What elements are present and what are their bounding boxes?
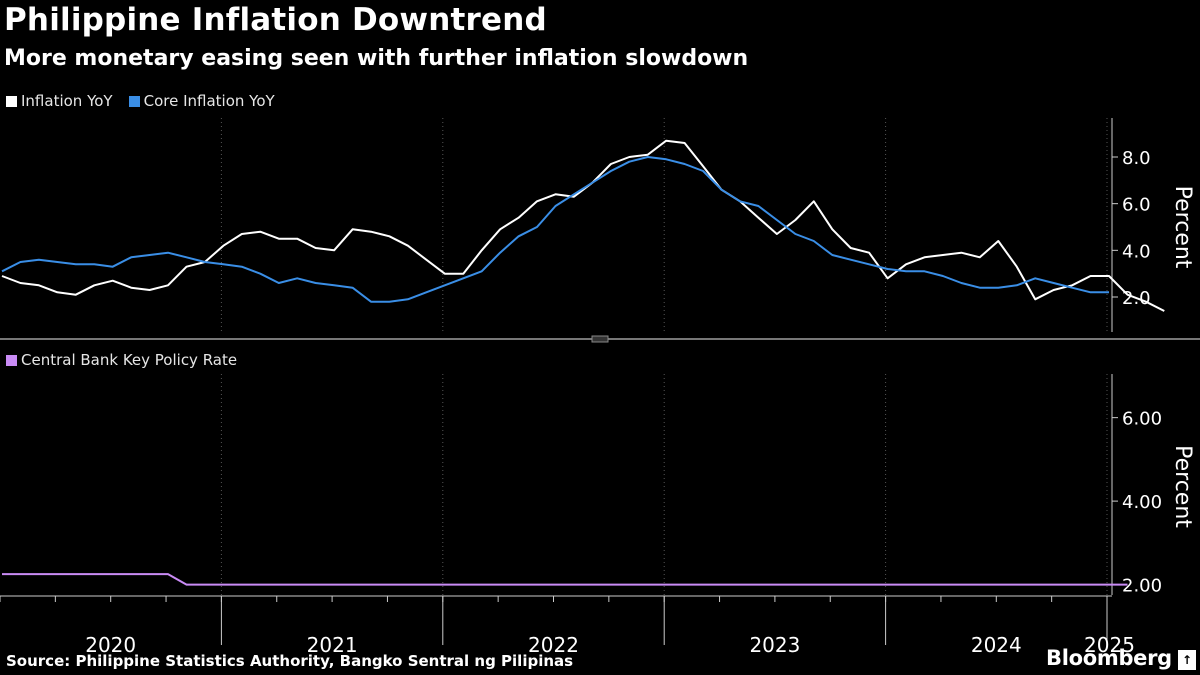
- bloomberg-logo: Bloomberg: [1046, 646, 1172, 670]
- y-axis-title-0: Percent: [1170, 186, 1195, 269]
- legend-swatch-core-inflation: [128, 95, 140, 107]
- y-tick-label-1-1: 4.00: [1122, 492, 1162, 513]
- source-note: Source: Philippine Statistics Authority,…: [6, 652, 574, 670]
- series-line-central-bank-key-policy-rate: [2, 573, 1128, 586]
- y-tick-label-1-0: 2.00: [1122, 576, 1162, 597]
- legend-item-core-inflation[interactable]: Core Inflation YoY: [128, 92, 275, 110]
- legend-label-policy-rate: Central Bank Key Policy Rate: [21, 351, 238, 369]
- bloomberg-badge-icon: ↑: [1178, 650, 1196, 670]
- series-line-core-inflation-yoy: [1, 156, 1109, 303]
- legend-item-policy-rate[interactable]: Central Bank Key Policy Rate: [6, 351, 237, 369]
- y-axis-title-1: Percent: [1170, 445, 1195, 528]
- y-tick-label-1-2: 6.00: [1122, 409, 1162, 430]
- x-year-label-2020: 2020: [85, 633, 136, 657]
- legend-inflation: Inflation YoY Core Inflation YoY: [6, 92, 291, 110]
- x-year-label-2021: 2021: [307, 633, 358, 657]
- chart-subtitle: More monetary easing seen with further i…: [4, 46, 749, 71]
- legend-label-inflation: Inflation YoY: [21, 92, 113, 110]
- chart-title: Philippine Inflation Downtrend: [4, 2, 547, 38]
- x-year-label-2022: 2022: [528, 633, 579, 657]
- x-year-label-2025: 2025: [1084, 633, 1135, 657]
- y-tick-label-0-2: 6.0: [1122, 195, 1151, 216]
- x-year-label-2024: 2024: [971, 633, 1022, 657]
- legend-swatch-policy-rate: [6, 354, 17, 366]
- legend-policy-rate: Central Bank Key Policy Rate: [6, 351, 253, 369]
- panel-divider-handle: [591, 335, 609, 343]
- series-line-inflation-yoy: [1, 139, 1165, 312]
- legend-swatch-inflation: [6, 95, 17, 107]
- legend-label-core-inflation: Core Inflation YoY: [143, 92, 275, 110]
- y-tick-label-0-3: 8.0: [1122, 148, 1151, 169]
- y-tick-label-0-1: 4.0: [1122, 241, 1151, 262]
- legend-item-inflation[interactable]: Inflation YoY: [6, 92, 113, 110]
- x-year-label-2023: 2023: [749, 633, 800, 657]
